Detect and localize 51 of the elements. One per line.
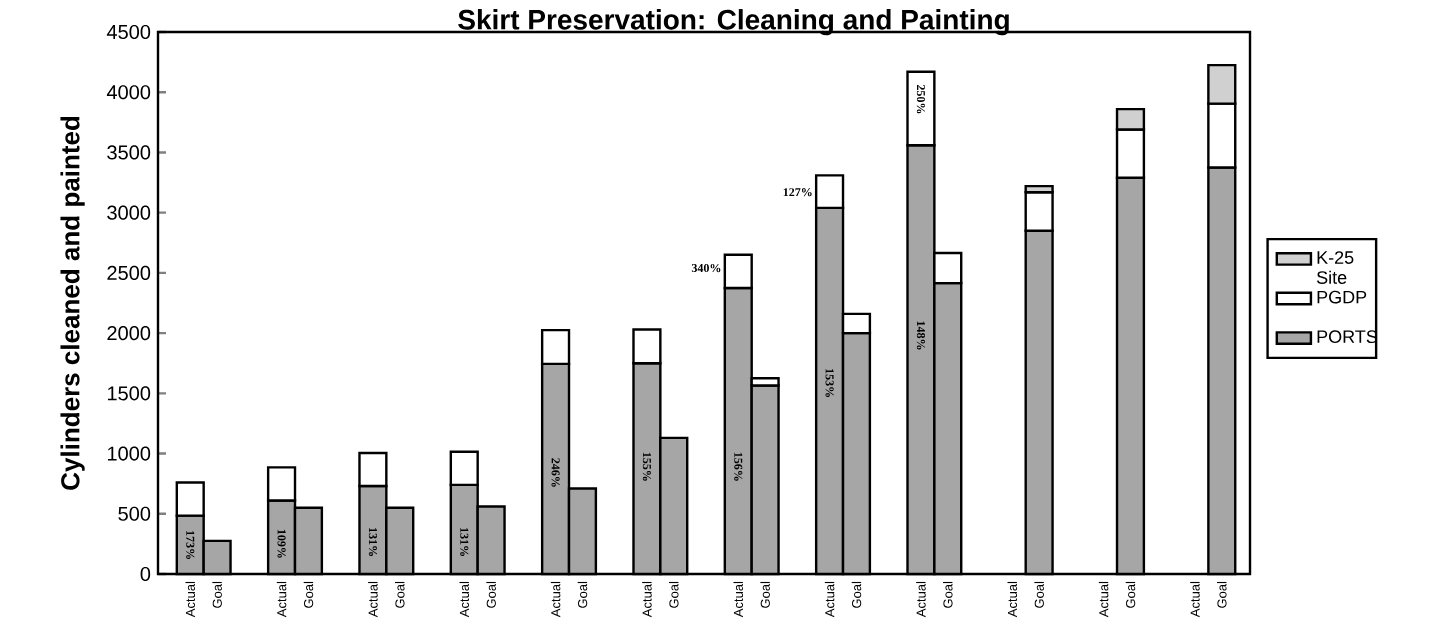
x-tick-label: Goal	[1125, 581, 1136, 608]
x-tick-label: Actual	[824, 581, 835, 618]
x-tick-label: Goal	[486, 581, 496, 608]
annotation: 127%	[783, 188, 812, 197]
x-tick-label: Goal	[577, 581, 588, 608]
legend-label: PORTS	[1317, 330, 1378, 344]
x-tick-label: Goal	[1217, 581, 1227, 608]
x-tick-label: Actual	[916, 581, 926, 618]
y-tick-label: 4000	[106, 85, 151, 100]
annotation: 250%	[916, 84, 926, 114]
y-tick-label: 3500	[107, 145, 151, 160]
x-tick-label: Goal	[212, 581, 222, 608]
x-tick-label: Goal	[851, 581, 862, 608]
x-tick-label: Actual	[276, 581, 287, 618]
x-tick-label: Actual	[1190, 581, 1200, 618]
x-tick-label: Goal	[760, 581, 770, 608]
annotation: 340%	[691, 263, 721, 273]
x-tick-label: Goal	[669, 581, 679, 608]
legend-label: PGDP	[1317, 290, 1367, 304]
legend-label: K-25 Site	[1316, 251, 1354, 284]
x-tick-label: Actual	[1007, 581, 1018, 618]
x-tick-label: Goal	[943, 581, 953, 608]
y-tick-label: 1500	[107, 386, 151, 401]
x-tick-label: Goal	[395, 581, 405, 608]
x-tick-label: Actual	[185, 581, 196, 618]
y-tick-label: 2500	[107, 265, 151, 280]
y-tick-label: 4500	[106, 24, 151, 40]
x-tick-label: Actual	[733, 581, 744, 618]
x-tick-label: Actual	[550, 581, 561, 618]
annotation: 148%	[916, 321, 926, 350]
annotation: 109%	[277, 529, 286, 558]
annotation: 155%	[642, 452, 652, 481]
y-tick-label: 1000	[107, 446, 151, 461]
y-tick-label: 3000	[107, 205, 151, 220]
annotation: 246%	[551, 458, 560, 487]
y-tick-label: 0	[140, 566, 151, 582]
chart-title: Skirt Preservation: Cleaning and Painting	[458, 9, 1009, 36]
x-tick-label: Goal	[1034, 581, 1044, 608]
x-tick-label: Actual	[368, 581, 378, 618]
y-tick-label: 500	[118, 506, 151, 521]
x-tick-label: Actual	[459, 581, 470, 618]
x-tick-label: Actual	[642, 581, 652, 618]
annotation: 153%	[825, 369, 834, 397]
x-tick-label: Actual	[1098, 581, 1109, 618]
y-axis-title: Cylinders cleaned and painted	[60, 116, 85, 490]
x-tick-label: Goal	[303, 581, 314, 608]
annotation: 131%	[460, 528, 469, 556]
annotation: 173%	[186, 531, 195, 559]
y-tick-label: 2000	[107, 326, 151, 341]
annotation: 131%	[368, 528, 377, 556]
annotation: 156%	[734, 452, 743, 481]
